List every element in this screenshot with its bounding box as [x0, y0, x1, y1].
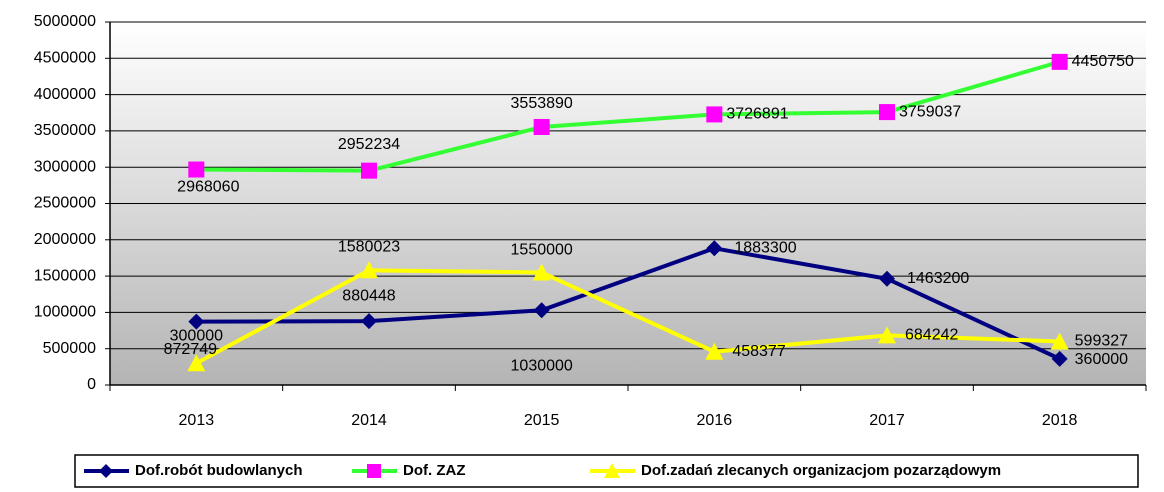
legend-label: Dof.robót budowlanych	[135, 462, 302, 479]
data-label: 684242	[905, 327, 958, 344]
data-label: 2968060	[177, 179, 239, 196]
y-tick-label: 4500000	[34, 50, 96, 67]
y-tick-label: 1500000	[34, 267, 96, 284]
data-label: 1580023	[338, 239, 400, 256]
data-label: 3759037	[899, 103, 961, 120]
data-label: 1030000	[511, 357, 573, 374]
data-point	[533, 302, 550, 319]
x-tick-label: 2013	[179, 412, 215, 429]
data-label: 360000	[1075, 351, 1128, 368]
x-tick-label: 2018	[1042, 412, 1078, 429]
y-tick-label: 4000000	[34, 86, 96, 103]
data-point	[188, 313, 205, 330]
data-point	[879, 270, 895, 287]
data-point	[360, 261, 378, 279]
y-tick-label: 3000000	[34, 158, 96, 175]
x-tick-label: 2014	[351, 412, 387, 429]
y-tick-label: 2000000	[34, 231, 96, 248]
legend-label: Dof.zadań zlecanych organizacjom pozarzą…	[641, 462, 1001, 479]
data-label: 300000	[170, 327, 223, 344]
data-point	[878, 326, 896, 344]
data-point	[533, 118, 550, 135]
data-point	[361, 313, 377, 330]
series-line	[195, 268, 1060, 365]
data-point	[188, 161, 205, 178]
data-point	[879, 104, 895, 121]
data-point	[705, 342, 724, 360]
data-label: 1550000	[511, 242, 573, 259]
legend-marker	[367, 464, 381, 478]
x-tick-label: 2016	[697, 412, 733, 429]
data-point	[1051, 350, 1068, 367]
data-point	[361, 162, 377, 179]
y-tick-label: 5000000	[34, 13, 96, 30]
y-tick-label: 1000000	[34, 304, 96, 321]
data-point	[1050, 332, 1069, 350]
x-tick-label: 2015	[524, 412, 560, 429]
series-line	[196, 246, 1061, 361]
y-tick-label: 500000	[43, 340, 96, 357]
data-label: 1463200	[907, 270, 969, 287]
y-tick-label: 0	[87, 376, 96, 393]
data-label: 1883300	[734, 239, 796, 256]
data-label: 880448	[342, 287, 395, 304]
data-label: 2952234	[338, 136, 400, 153]
data-label: 3726891	[726, 106, 788, 123]
data-point	[1051, 53, 1068, 70]
legend-marker	[99, 464, 113, 478]
data-label: 4450750	[1072, 53, 1134, 70]
data-label: 3553890	[511, 95, 573, 112]
data-label: 599327	[1075, 333, 1128, 350]
data-point	[187, 354, 206, 372]
data-point	[706, 240, 723, 257]
data-point	[706, 106, 723, 123]
legend-marker	[604, 463, 620, 478]
x-tick-label: 2017	[869, 412, 905, 429]
legend-label: Dof. ZAZ	[403, 462, 465, 479]
data-label: 458377	[732, 343, 785, 360]
data-label: 872749	[164, 341, 217, 358]
series-line	[196, 59, 1061, 173]
data-point	[532, 263, 551, 281]
y-tick-label: 2500000	[34, 195, 96, 212]
y-tick-label: 3500000	[34, 122, 96, 139]
